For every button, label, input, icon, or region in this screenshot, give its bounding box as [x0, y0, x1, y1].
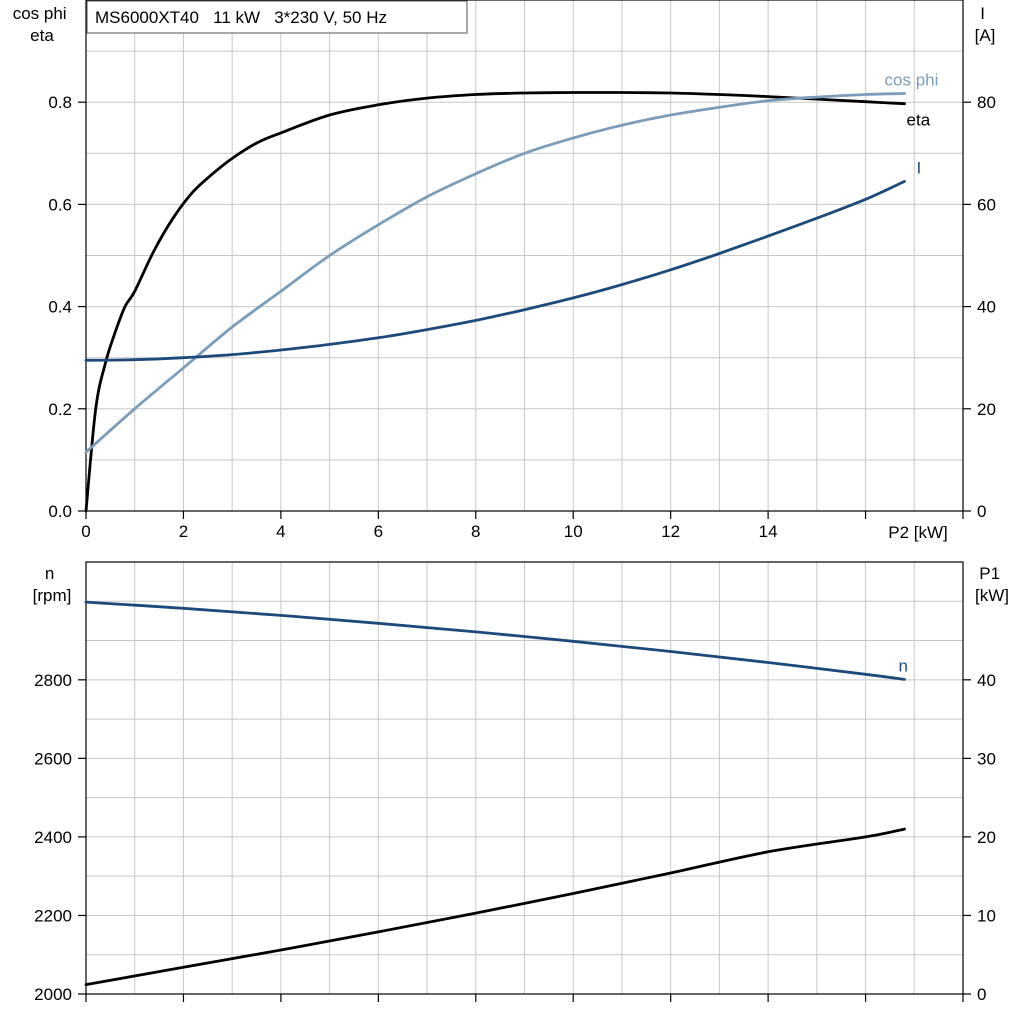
- top-curve-i: [84, 180, 906, 362]
- top-x-tick-label: 8: [471, 522, 480, 541]
- bottom-chart-curves: n: [84, 600, 908, 986]
- top-x-tick-label: 10: [564, 522, 583, 541]
- top-x-tick-label: 0: [81, 522, 90, 541]
- bottom-chart-frame: [85, 561, 964, 995]
- chart-title: MS6000XT40 11 kW 3*230 V, 50 Hz: [95, 8, 387, 27]
- top-x-tick-label: 14: [759, 522, 778, 541]
- bottom-chart-ticks: 2000 2200 2400 2600 2800 0 10 20 30 40: [34, 671, 996, 1004]
- top-right-tick-label: 0: [977, 502, 986, 521]
- bottom-right-tick-label: 30: [977, 749, 996, 768]
- bottom-left-tick-label: 2600: [34, 749, 72, 768]
- bottom-curve-label-n: n: [899, 656, 908, 675]
- bottom-left-tick-label: 2400: [34, 828, 72, 847]
- bottom-right-tick-label: 0: [977, 985, 986, 1004]
- top-left-tick-label: 0.0: [48, 502, 72, 521]
- top-left-tick-label: 0.6: [48, 195, 72, 214]
- top-left-axis-title-line1: cos phi: [13, 4, 67, 23]
- top-x-axis-title: P2 [kW]: [888, 523, 948, 542]
- top-right-axis-title-line2: [A]: [975, 26, 996, 45]
- top-chart-curves: eta cos phi I: [84, 71, 939, 513]
- top-right-tick-label: 40: [977, 298, 996, 317]
- bottom-right-tick-label: 20: [977, 828, 996, 847]
- top-right-axis-title: I [A]: [975, 4, 996, 45]
- top-curve-label-i: I: [917, 158, 922, 177]
- top-right-tick-label: 80: [977, 93, 996, 112]
- top-left-axis-title-line2: eta: [30, 26, 54, 45]
- top-x-tick-label: 12: [661, 522, 680, 541]
- top-curve-label-eta: eta: [907, 111, 931, 130]
- top-x-tick-label: 2: [179, 522, 188, 541]
- top-left-tick-label: 0.2: [48, 400, 72, 419]
- bottom-left-tick-label: 2000: [34, 985, 72, 1004]
- top-left-tick-label: 0.4: [48, 298, 72, 317]
- title-box: [86, 0, 468, 34]
- bottom-right-tick-label: 10: [977, 906, 996, 925]
- top-right-tick-label: 20: [977, 400, 996, 419]
- bottom-curve-n: [84, 600, 906, 681]
- top-curve-eta: [84, 91, 906, 513]
- bottom-curve-p1: [84, 827, 906, 986]
- bottom-right-axis-title: P1 [kW]: [975, 564, 1009, 605]
- bottom-left-tick-label: 2800: [34, 671, 72, 690]
- top-curve-cos-phi: [84, 92, 906, 454]
- bottom-left-tick-label: 2200: [34, 906, 72, 925]
- top-right-tick-label: 60: [977, 195, 996, 214]
- top-left-tick-label: 0.8: [48, 93, 72, 112]
- bottom-chart-grid: [86, 562, 963, 994]
- bottom-left-axis-title-line2: [rpm]: [33, 586, 72, 605]
- bottom-left-axis-title-line1: n: [45, 564, 54, 583]
- top-right-axis-title-line1: I: [980, 4, 985, 23]
- top-chart: eta cos phi I 0.0 0.2 0.4 0.6 0.8 0 20 40 60 80 0 2 4 6…: [13, 0, 996, 542]
- top-chart-grid: [86, 0, 963, 511]
- top-left-axis-title: cos phi eta: [13, 4, 72, 45]
- bottom-left-axis-title: n [rpm]: [33, 564, 72, 605]
- top-x-tick-label: 4: [276, 522, 285, 541]
- top-chart-frame: [85, 0, 964, 512]
- top-x-tick-label: 6: [374, 522, 383, 541]
- bottom-right-tick-label: 40: [977, 671, 996, 690]
- top-chart-ticks: 0.0 0.2 0.4 0.6 0.8 0 20 40 60 80 0 2 4 6 8 10 12 14: [48, 93, 996, 541]
- bottom-right-axis-title-line2: [kW]: [975, 586, 1009, 605]
- top-curve-label-cos-phi: cos phi: [885, 71, 939, 90]
- bottom-right-axis-title-line1: P1: [979, 564, 1000, 583]
